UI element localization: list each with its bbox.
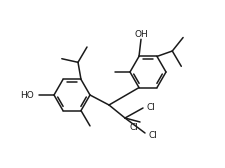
Text: Cl: Cl bbox=[148, 131, 157, 139]
Text: Cl: Cl bbox=[146, 102, 155, 112]
Text: HO: HO bbox=[20, 91, 34, 99]
Text: OH: OH bbox=[133, 30, 147, 39]
Text: Cl: Cl bbox=[129, 123, 138, 133]
